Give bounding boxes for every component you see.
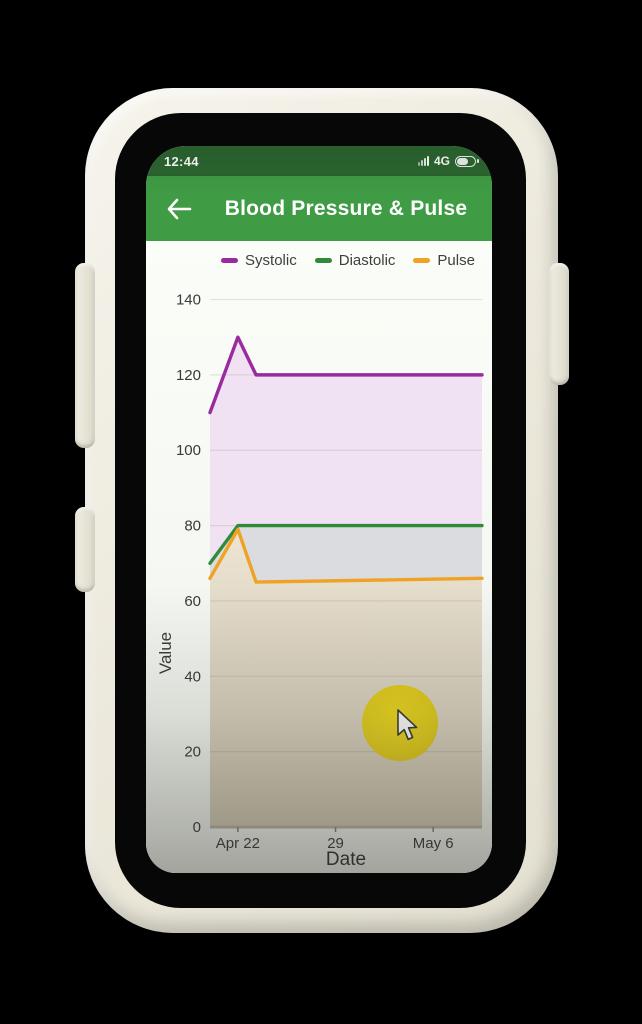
network-type-label: 4G [433,154,450,168]
chart-svg[interactable]: 0 20 40 60 80 100 120 140 Apr 22 29 May 6 [176,292,484,852]
y-tick-label: 0 [193,819,201,836]
line-systolic [208,335,484,415]
page-title: Blood Pressure & Pulse [224,196,468,220]
x-tick-label: Apr 22 [216,835,260,852]
phone-volume-button [75,263,95,448]
arrow-left-icon [167,198,192,220]
app-header: Blood Pressure & Pulse [146,176,492,241]
phone-power-button [549,263,569,385]
y-axis-title: Value [156,631,175,675]
y-tick-label: 40 [184,668,201,685]
y-tick-label: 20 [184,744,201,761]
y-tick-label: 140 [176,292,201,309]
phone-case: 12:44 4G Blood Pressure & Pulse [75,88,569,933]
legend-item-systolic[interactable]: Systolic [221,252,297,269]
legend-dash-icon [413,257,431,263]
mouse-cursor-icon [397,709,418,741]
status-bar: 12:44 4G [146,146,492,176]
legend-item-diastolic[interactable]: Diastolic [314,251,396,269]
legend-label: Pulse [437,251,475,269]
battery-icon [455,155,479,167]
x-axis-title: Date [325,849,367,870]
status-bar-right: 4G [417,154,479,168]
y-tick-label: 60 [184,593,201,610]
phone-screen: 12:44 4G Blood Pressure & Pulse [146,146,492,873]
line-pulse [208,527,484,584]
legend-label: Diastolic [338,251,396,269]
y-tick-label: 80 [184,518,201,535]
phone-bezel: 12:44 4G Blood Pressure & Pulse [115,113,526,908]
legend-label: Systolic [245,251,297,269]
x-tick-label: May 6 [413,835,454,852]
y-tick-label: 100 [176,442,201,459]
legend-dash-icon [314,257,332,263]
y-tick-label: 120 [176,367,201,384]
legend-item-pulse[interactable]: Pulse [413,252,475,269]
signal-strength-icon [417,156,429,166]
line-diastolic [208,523,484,565]
chart-screen: Systolic Diastolic Pulse Value 0 20 40 60 80 10… [146,241,492,873]
phone-left-lower-button [75,507,95,592]
legend-dash-icon [221,257,239,263]
x-tick-label: 29 [327,835,344,852]
back-button[interactable] [162,193,196,225]
chart-legend: Systolic Diastolic Pulse [204,248,492,272]
clock: 12:44 [164,153,199,169]
